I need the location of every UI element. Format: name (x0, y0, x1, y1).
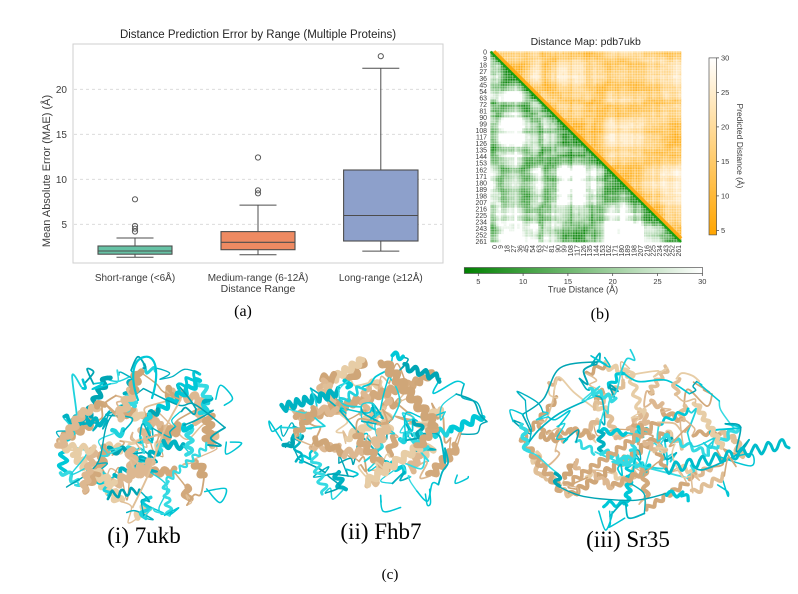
svg-text:5: 5 (61, 220, 67, 231)
svg-text:(iii) Sr35: (iii) Sr35 (586, 527, 670, 552)
svg-text:63: 63 (479, 95, 487, 102)
svg-text:45: 45 (524, 245, 531, 253)
svg-text:225: 225 (476, 213, 488, 220)
svg-text:Mean Absolute Error (MAE) (Å): Mean Absolute Error (MAE) (Å) (40, 95, 53, 247)
svg-text:9: 9 (483, 56, 487, 63)
svg-text:20: 20 (609, 277, 617, 286)
svg-text:36: 36 (479, 76, 487, 83)
svg-text:72: 72 (479, 102, 487, 109)
svg-text:252: 252 (670, 245, 677, 257)
svg-text:252: 252 (476, 233, 488, 240)
svg-text:Medium-range (6-12Å): Medium-range (6-12Å) (208, 271, 309, 284)
svg-text:72: 72 (543, 245, 550, 253)
svg-text:144: 144 (476, 154, 488, 161)
svg-text:(b): (b) (591, 306, 610, 323)
svg-text:20: 20 (721, 123, 729, 132)
svg-text:0: 0 (483, 50, 487, 57)
svg-text:243: 243 (663, 245, 670, 257)
svg-text:261: 261 (476, 239, 488, 246)
svg-text:Distance Map: pdb7ukb: Distance Map: pdb7ukb (531, 36, 641, 48)
svg-text:45: 45 (479, 82, 487, 89)
svg-text:207: 207 (476, 200, 488, 207)
svg-text:225: 225 (651, 245, 658, 257)
svg-text:54: 54 (530, 245, 537, 253)
svg-text:117: 117 (574, 245, 581, 256)
svg-text:234: 234 (657, 245, 664, 257)
svg-text:30: 30 (698, 277, 706, 286)
svg-text:162: 162 (606, 245, 613, 257)
svg-text:198: 198 (632, 245, 639, 257)
svg-text:63: 63 (536, 245, 543, 253)
svg-text:54: 54 (479, 89, 487, 96)
svg-text:9: 9 (498, 245, 505, 249)
svg-text:36: 36 (517, 245, 524, 253)
svg-text:15: 15 (721, 157, 729, 166)
svg-text:30: 30 (721, 54, 729, 63)
svg-text:216: 216 (476, 207, 488, 214)
svg-text:90: 90 (555, 245, 562, 253)
svg-text:90: 90 (479, 115, 487, 122)
svg-text:207: 207 (638, 245, 645, 257)
svg-text:189: 189 (625, 245, 632, 257)
svg-text:(i) 7ukb: (i) 7ukb (107, 523, 180, 548)
svg-text:99: 99 (562, 245, 569, 253)
svg-text:Predicted Distance (Å): Predicted Distance (Å) (735, 103, 745, 188)
svg-text:18: 18 (479, 63, 487, 70)
svg-text:10: 10 (721, 192, 729, 201)
svg-text:135: 135 (587, 245, 594, 257)
svg-text:27: 27 (511, 245, 518, 253)
svg-text:0: 0 (492, 245, 499, 249)
svg-text:Distance Range: Distance Range (221, 283, 296, 295)
svg-text:81: 81 (479, 108, 487, 115)
svg-text:108: 108 (568, 245, 575, 257)
svg-text:144: 144 (593, 245, 600, 257)
svg-text:(c): (c) (382, 567, 399, 583)
svg-text:180: 180 (619, 245, 626, 257)
svg-text:171: 171 (476, 174, 488, 181)
svg-text:198: 198 (476, 193, 488, 200)
svg-text:126: 126 (476, 141, 488, 148)
svg-text:171: 171 (613, 245, 620, 257)
svg-text:Short-range (<6Å): Short-range (<6Å) (95, 271, 175, 284)
svg-text:20: 20 (56, 85, 68, 96)
svg-text:25: 25 (721, 88, 729, 97)
svg-text:180: 180 (476, 180, 488, 187)
svg-text:5: 5 (476, 277, 480, 286)
svg-text:10: 10 (519, 277, 527, 286)
svg-text:81: 81 (549, 245, 556, 253)
svg-text:108: 108 (476, 128, 488, 135)
svg-text:162: 162 (476, 167, 488, 174)
svg-text:(a): (a) (234, 303, 252, 320)
svg-text:153: 153 (600, 245, 607, 257)
svg-text:234: 234 (476, 220, 488, 227)
svg-text:25: 25 (653, 277, 661, 286)
svg-text:10: 10 (56, 175, 68, 186)
svg-text:243: 243 (476, 226, 488, 233)
svg-text:189: 189 (476, 187, 488, 194)
svg-text:153: 153 (476, 161, 488, 168)
svg-text:18: 18 (505, 245, 512, 253)
svg-text:15: 15 (56, 130, 68, 141)
svg-text:99: 99 (479, 122, 487, 129)
svg-text:135: 135 (476, 148, 488, 155)
svg-text:15: 15 (564, 277, 572, 286)
svg-text:Long-range (≥12Å): Long-range (≥12Å) (339, 271, 423, 284)
svg-text:117: 117 (476, 135, 487, 142)
svg-text:27: 27 (479, 69, 487, 76)
svg-text:True Distance (Å): True Distance (Å) (548, 285, 618, 295)
svg-text:(ii) Fhb7: (ii) Fhb7 (340, 519, 421, 544)
svg-text:126: 126 (581, 245, 588, 257)
svg-text:5: 5 (721, 226, 725, 235)
svg-text:261: 261 (676, 245, 683, 257)
svg-text:216: 216 (644, 245, 651, 257)
svg-text:Distance Prediction Error by R: Distance Prediction Error by Range (Mult… (120, 29, 396, 41)
